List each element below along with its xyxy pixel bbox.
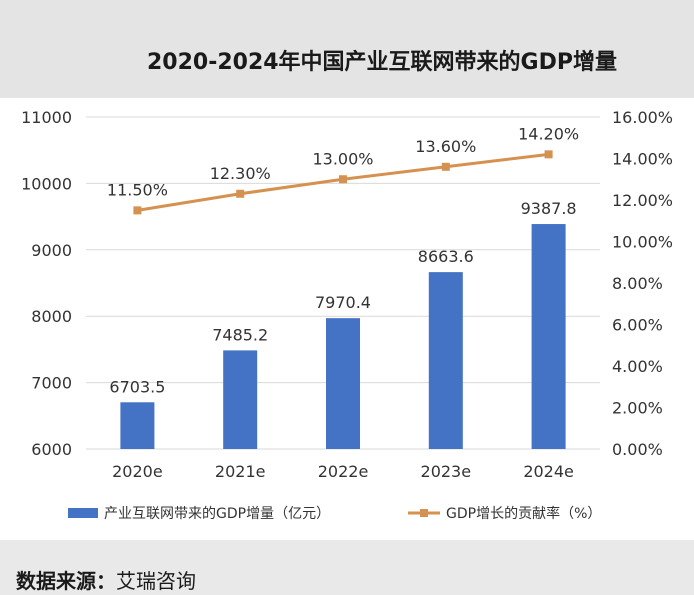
bar-data-label: 7485.2: [212, 325, 268, 344]
title-band: [0, 0, 694, 98]
legend-line-label: GDP增长的贡献率（%）: [446, 505, 601, 522]
right-tick-label: 0.00%: [612, 440, 663, 459]
right-tick-label: 8.00%: [612, 274, 663, 293]
line-point: [441, 162, 450, 171]
line-point: [236, 189, 245, 198]
x-tick-label: 2020e: [112, 462, 163, 481]
line-data-label: 11.50%: [107, 180, 168, 199]
right-tick-label: 4.00%: [612, 357, 663, 376]
bar-data-label: 8663.6: [418, 247, 474, 266]
bar: [223, 350, 258, 449]
bar: [428, 272, 463, 449]
left-tick-label: 9000: [31, 241, 72, 260]
bar-data-label: 9387.8: [521, 199, 577, 218]
bar: [326, 318, 360, 449]
line-data-label: 12.30%: [210, 164, 271, 183]
legend: 产业互联网带来的GDP增量（亿元） GDP增长的贡献率（%）: [68, 505, 601, 522]
legend-bar-swatch: [68, 508, 98, 518]
data-source: 数据来源：艾瑞咨询: [16, 565, 196, 594]
right-tick-label: 14.00%: [612, 150, 673, 169]
left-tick-label: 6000: [31, 440, 72, 459]
bar-series: 6703.5 7485.2 7970.4 8663.6 9387.8: [109, 199, 577, 449]
legend-bar-label: 产业互联网带来的GDP增量（亿元）: [104, 506, 330, 522]
line-data-label: 14.20%: [518, 124, 579, 143]
source-band: [0, 540, 694, 595]
line-data-label: 13.00%: [312, 149, 373, 168]
right-tick-label: 10.00%: [612, 233, 673, 252]
line-point: [544, 150, 553, 159]
bar-data-label: 6703.5: [109, 377, 165, 396]
x-tick-label: 2021e: [215, 462, 266, 481]
line-series: 11.50% 12.30% 13.00% 13.60% 14.20%: [107, 124, 579, 215]
left-axis-ticks: 6000 7000 8000 9000 10000 11000: [21, 108, 72, 459]
left-tick-label: 10000: [21, 174, 72, 193]
left-tick-label: 11000: [21, 108, 72, 127]
line-point: [339, 175, 347, 184]
legend-line-marker: [420, 509, 428, 517]
x-tick-label: 2022e: [318, 462, 369, 481]
x-axis-ticks: 2020e 2021e 2022e 2023e 2024e: [112, 462, 574, 481]
x-tick-label: 2023e: [421, 462, 472, 481]
right-tick-label: 12.00%: [612, 191, 673, 210]
right-axis-ticks: 0.00% 2.00% 4.00% 6.00% 8.00% 10.00% 12.00% 14.…: [612, 108, 673, 459]
combo-chart: 6000 7000 8000 9000 10000 11000 0.00% 2.00% 4.0…: [21, 108, 673, 522]
line-point: [133, 206, 142, 215]
right-tick-label: 2.00%: [612, 399, 663, 418]
bar: [120, 402, 155, 449]
line-data-label: 13.60%: [415, 137, 476, 156]
bar-data-label: 7970.4: [315, 293, 371, 312]
bar: [531, 224, 566, 449]
left-tick-label: 7000: [31, 374, 72, 393]
source-label: 数据来源：: [16, 569, 116, 593]
right-tick-label: 16.00%: [612, 108, 673, 127]
left-tick-label: 8000: [31, 307, 72, 326]
chart-title: 2020-2024年中国产业互联网带来的GDP增量: [146, 50, 618, 75]
source-value: 艾瑞咨询: [116, 569, 196, 593]
x-tick-label: 2024e: [523, 462, 574, 481]
right-tick-label: 6.00%: [612, 316, 663, 335]
